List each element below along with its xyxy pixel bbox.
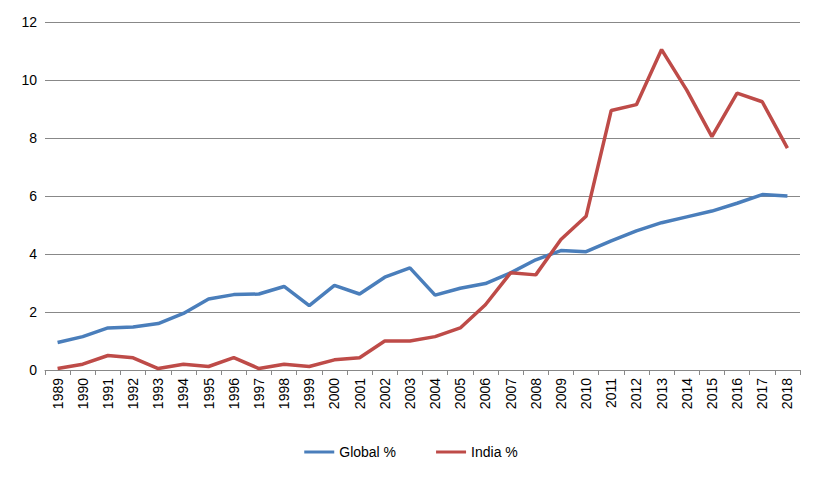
svg-text:1993: 1993 [150,378,166,409]
svg-text:2017: 2017 [754,378,770,409]
svg-text:1999: 1999 [301,378,317,409]
svg-text:6: 6 [29,188,37,204]
svg-text:2016: 2016 [729,378,745,409]
svg-text:2005: 2005 [452,378,468,409]
svg-text:2002: 2002 [377,378,393,409]
svg-text:2015: 2015 [704,378,720,409]
svg-text:2000: 2000 [326,378,342,409]
svg-text:2014: 2014 [679,378,695,409]
svg-text:1995: 1995 [201,378,217,409]
svg-text:2006: 2006 [477,378,493,409]
svg-text:2012: 2012 [628,378,644,409]
svg-text:2011: 2011 [603,378,619,408]
svg-text:0: 0 [29,362,37,378]
svg-text:1994: 1994 [175,378,191,409]
svg-text:Global %: Global % [339,444,396,460]
svg-text:1997: 1997 [251,378,267,409]
svg-text:2007: 2007 [503,378,519,409]
svg-text:1996: 1996 [226,378,242,409]
svg-text:12: 12 [21,14,37,30]
svg-text:4: 4 [29,246,37,262]
svg-text:2013: 2013 [654,378,670,409]
svg-text:2: 2 [29,304,37,320]
svg-text:2010: 2010 [578,378,594,409]
svg-text:10: 10 [21,72,37,88]
svg-text:2001: 2001 [352,378,368,409]
svg-text:1991: 1991 [100,378,116,409]
svg-text:2018: 2018 [779,378,795,409]
svg-text:1992: 1992 [125,378,141,409]
svg-text:1989: 1989 [50,378,66,409]
svg-text:2004: 2004 [427,378,443,409]
svg-text:8: 8 [29,130,37,146]
svg-text:2009: 2009 [553,378,569,409]
svg-text:1990: 1990 [75,378,91,409]
svg-text:2008: 2008 [528,378,544,409]
svg-text:2003: 2003 [402,378,418,409]
svg-text:India %: India % [471,444,518,460]
svg-text:1998: 1998 [276,378,292,409]
